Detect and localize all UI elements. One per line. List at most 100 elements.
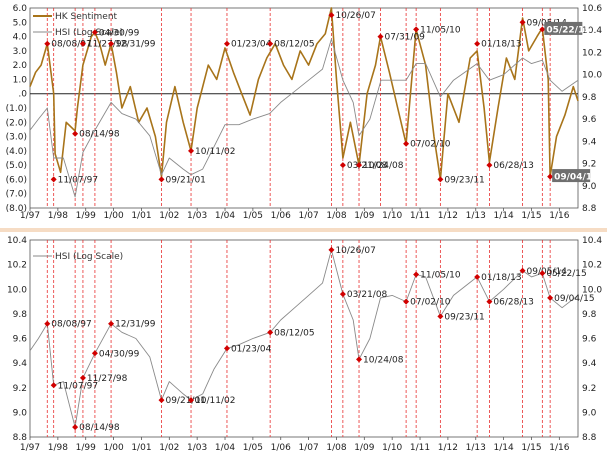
- left-tick-label: 9.4: [13, 359, 28, 369]
- x-tick-label: 1/16: [549, 211, 569, 221]
- event-marker: [437, 313, 444, 320]
- event-marker: [403, 298, 410, 305]
- left-tick-label: 9.8: [13, 310, 28, 320]
- event-marker: [486, 162, 493, 169]
- event-label-box: [552, 169, 591, 183]
- x-tick-label: 1/12: [438, 211, 458, 221]
- event-label: 11/07/97: [58, 381, 98, 391]
- x-tick-label: 1/00: [103, 443, 123, 453]
- event-marker: [547, 294, 554, 301]
- x-tick-label: 1/01: [131, 211, 151, 221]
- x-tick-label: 1/00: [103, 211, 123, 221]
- panel-separator: [0, 228, 607, 232]
- event-label: 03/21/08: [347, 161, 388, 171]
- x-tick-label: 1/11: [410, 443, 430, 453]
- x-tick-label: 1/14: [494, 211, 514, 221]
- event-label: 01/23/04: [231, 344, 272, 354]
- event-marker: [339, 162, 346, 169]
- x-tick-label: 1/02: [159, 211, 179, 221]
- x-tick-label: 1/01: [131, 443, 151, 453]
- event-label: 09/21/01: [165, 175, 205, 185]
- event-label: 04/30/99: [99, 28, 140, 38]
- event-label: 06/28/13: [493, 298, 533, 308]
- event-marker: [539, 270, 546, 277]
- event-label: 10/26/07: [335, 11, 375, 21]
- event-label: 07/02/10: [410, 140, 451, 150]
- event-marker: [486, 298, 493, 305]
- event-label: 10/26/07: [335, 246, 375, 256]
- plot-frame: [29, 7, 579, 209]
- x-tick-label: 1/99: [76, 211, 96, 221]
- x-tick-label: 1/07: [298, 443, 318, 453]
- event-marker: [44, 320, 51, 327]
- x-tick-label: 1/11: [410, 211, 430, 221]
- event-marker: [188, 147, 195, 154]
- event-marker: [223, 345, 230, 352]
- right-tick-label: 9.0: [582, 408, 597, 418]
- x-tick-label: 1/09: [354, 211, 374, 221]
- event-marker: [356, 356, 363, 363]
- x-tick-label: 1/04: [215, 211, 235, 221]
- left-tick-label: (1.0): [6, 104, 27, 114]
- left-tick-label: 5.0: [13, 18, 28, 28]
- left-tick-label: 2.0: [13, 61, 28, 71]
- x-tick-label: 1/07: [298, 211, 318, 221]
- event-label: 01/18/13: [481, 40, 521, 50]
- event-label: 12/31/99: [115, 320, 156, 330]
- right-tick-label: 9.4: [582, 359, 597, 369]
- right-tick-label: 9.6: [582, 335, 597, 345]
- event-marker: [91, 29, 98, 36]
- left-tick-label: .0: [18, 90, 27, 100]
- x-tick-label: 1/15: [521, 443, 541, 453]
- event-label: 09/23/11: [444, 312, 484, 322]
- x-tick-label: 1/05: [243, 211, 263, 221]
- event-marker: [158, 397, 165, 404]
- event-label: 09/04/15: [554, 294, 594, 304]
- x-tick-label: 1/13: [466, 211, 486, 221]
- left-tick-label: 9.6: [13, 335, 28, 345]
- event-label: 09/05/14: [527, 267, 568, 277]
- left-tick-label: 1.0: [13, 75, 28, 85]
- event-marker: [519, 267, 526, 274]
- event-label: 11/05/10: [420, 25, 461, 35]
- left-tick-label: 10.4: [7, 236, 27, 246]
- event-marker: [79, 374, 86, 381]
- event-marker: [50, 176, 57, 183]
- event-marker: [437, 176, 444, 183]
- event-label: 04/30/99: [99, 349, 140, 359]
- series-line: [29, 249, 579, 428]
- left-tick-label: 3.0: [13, 47, 28, 57]
- event-marker: [79, 40, 86, 47]
- right-tick-label: 9.2: [582, 160, 596, 170]
- event-marker: [72, 130, 79, 137]
- event-label: 03/21/08: [347, 290, 388, 300]
- x-tick-label: 1/16: [549, 443, 569, 453]
- event-label: 12/31/99: [115, 40, 156, 50]
- event-label: 01/23/04: [231, 40, 272, 50]
- plot-frame: [29, 239, 579, 438]
- event-label-box: [544, 21, 583, 35]
- right-tick-label: 10.6: [582, 4, 602, 14]
- event-label: 07/02/10: [410, 298, 451, 308]
- x-tick-label: 1/08: [326, 443, 346, 453]
- event-marker: [377, 33, 384, 40]
- x-tick-label: 1/06: [271, 211, 291, 221]
- event-marker: [519, 19, 526, 26]
- event-label: 07/31/09: [384, 33, 425, 43]
- x-tick-label: 1/97: [20, 443, 40, 453]
- x-tick-label: 1/14: [494, 443, 514, 453]
- series-line: [29, 38, 579, 198]
- event-label: 11/27/98: [87, 374, 128, 384]
- event-marker: [547, 173, 554, 180]
- x-tick-label: 1/10: [382, 211, 402, 221]
- event-marker: [339, 291, 346, 298]
- x-tick-label: 1/03: [187, 443, 207, 453]
- x-tick-label: 1/08: [326, 211, 346, 221]
- event-marker: [91, 350, 98, 357]
- left-tick-label: (2.0): [6, 118, 27, 128]
- event-label: 05/22/15: [546, 25, 590, 35]
- right-tick-label: 10.2: [582, 261, 602, 271]
- event-label: 01/18/13: [481, 273, 521, 283]
- event-marker: [474, 40, 481, 47]
